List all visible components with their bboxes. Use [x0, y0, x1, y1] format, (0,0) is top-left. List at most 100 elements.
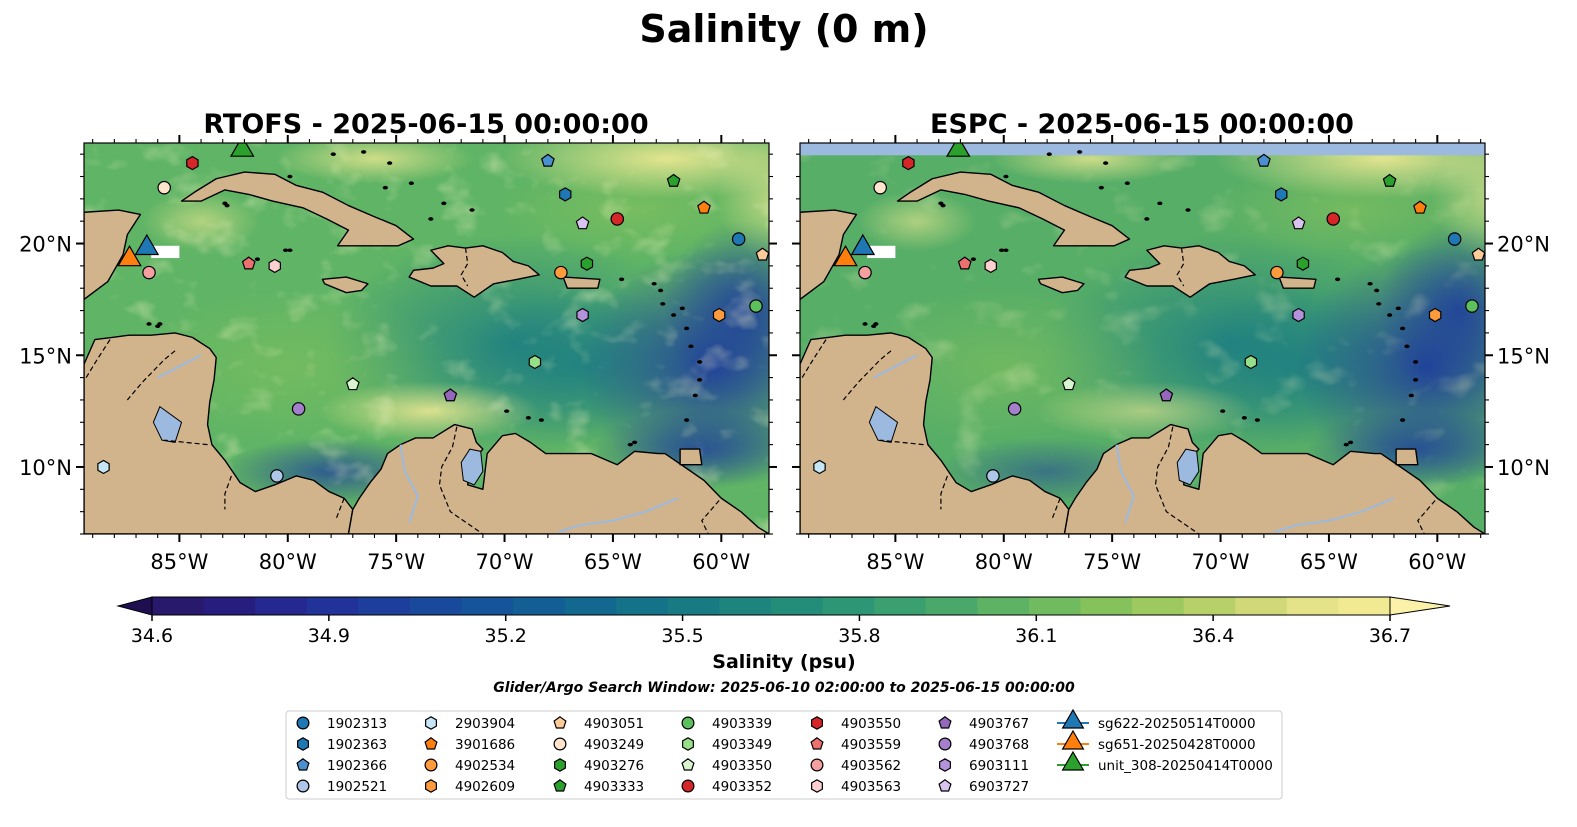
legend-marker-unit_308-20250414T0000: [1061, 750, 1085, 771]
colorbar-swatch: [874, 597, 927, 615]
float-marker-1902521-p1: [986, 469, 1000, 483]
colorbar-swatch: [461, 597, 514, 615]
colorbar-label: Salinity (psu): [712, 651, 855, 673]
map-frame-rtofs: [83, 142, 770, 535]
legend-marker-4903767: [938, 716, 952, 729]
float-marker-4903562-p1: [858, 265, 872, 280]
colorbar: 34.6 34.9 35.2 35.5 35.8 36.1 36.4 36.7: [116, 596, 1451, 647]
lat-tick-label-left: 20°N: [19, 233, 72, 257]
colorbar-swatch: [719, 597, 772, 615]
float-marker-6903727-p1: [1291, 216, 1306, 230]
float-marker-4903249-p0: [157, 180, 171, 195]
float-marker-1902366-p1: [1257, 153, 1271, 167]
float-marker-4903562-p0: [142, 265, 156, 280]
map-area-espc: [800, 143, 1485, 534]
float-marker-4903249-p1: [873, 180, 887, 195]
lon-tick-label-right: 85°W: [866, 550, 924, 574]
legend-marker-6903111: [939, 758, 951, 772]
legend-marker-1902313: [296, 716, 310, 730]
panel-rtofs: RTOFS - 2025-06-15 00:00:00 85°W 80°W 75°W…: [19, 109, 777, 574]
legend-marker-4903352: [681, 779, 695, 793]
colorbar-swatch: [771, 597, 824, 615]
float-marker-1902363-p0: [559, 187, 572, 202]
float-marker-4903768-p1: [1007, 402, 1022, 416]
legend-label-4903339: 4903339: [712, 716, 772, 732]
legend-marker-sg622-20250514T0000: [1061, 708, 1085, 729]
lat-tick-label-left: 15°N: [19, 344, 72, 368]
legend-label-4903051: 4903051: [584, 716, 644, 732]
panel-title-espc: ESPC - 2025-06-15 00:00:00: [930, 109, 1354, 140]
float-marker-4903563-p1: [984, 258, 997, 274]
legend-label-4902609: 4902609: [455, 779, 515, 795]
legend-marker-4903768: [938, 737, 952, 751]
legend-marker-2903904: [425, 716, 437, 730]
colorbar-swatch: [1028, 597, 1082, 615]
lat-tick-label-left: 10°N: [19, 456, 72, 480]
panel-espc: ESPC - 2025-06-15 00:00:00 85°W 80°W 75°W 7…: [792, 109, 1550, 574]
colorbar-swatch: [1338, 597, 1391, 615]
legend-label-unit_308-20250414T0000: unit_308-20250414T0000: [1098, 758, 1273, 774]
float-marker-4903550-p1: [902, 155, 915, 171]
colorbar-swatch: [822, 597, 875, 615]
colorbar-frame: [151, 596, 1391, 616]
float-marker-4903339-p1: [1465, 299, 1479, 313]
legend-marker-4903249: [553, 737, 567, 751]
legend-marker-4902534: [424, 758, 438, 772]
colorbar-swatch: [1132, 597, 1185, 615]
axes-rtofs: 85°W 80°W 75°W 70°W 65°W 60°W 10°N 15°N 20°N: [19, 135, 777, 574]
colorbar-swatch: [513, 597, 566, 615]
markers-rtofs: [97, 143, 769, 483]
legend-frame: [285, 710, 1283, 800]
colorbar-swatch: [1286, 597, 1340, 615]
legend-label-1902313: 1902313: [327, 716, 387, 732]
lon-tick-label-left: 60°W: [692, 550, 750, 574]
glider-marker-unit_308-20250414T0000-p0: [229, 143, 255, 157]
float-marker-4903051-p1: [1471, 247, 1485, 261]
legend-label-4903352: 4903352: [712, 779, 772, 795]
legend-marker-4903563: [811, 779, 823, 793]
float-marker-4902534-p0: [554, 265, 568, 280]
legend-label-4903550: 4903550: [841, 716, 901, 732]
float-marker-6903111-p1: [1292, 307, 1305, 323]
legend-marker-4903349: [682, 737, 694, 751]
legend-label-3901686: 3901686: [455, 737, 515, 753]
colorbar-tick-label: 35.5: [661, 625, 703, 647]
float-marker-4903767-p1: [1159, 388, 1174, 402]
float-marker-4903333-p1: [1382, 173, 1397, 187]
legend-marker-3901686: [424, 737, 438, 750]
legend-marker-4903276: [554, 758, 566, 772]
float-marker-3901686-p1: [1413, 200, 1427, 214]
glider-marker-unit_308-20250414T0000-p1: [945, 143, 971, 157]
colorbar-swatch: [152, 597, 205, 615]
legend-label-6903111: 6903111: [969, 758, 1029, 774]
glider-marker-sg622-20250514T0000-p0: [134, 233, 160, 256]
legend-label-4903559: 4903559: [841, 737, 901, 753]
glider-marker-sg622-20250514T0000-p1: [850, 233, 876, 256]
float-marker-4903349-p1: [1244, 354, 1258, 370]
legend-label-4903562: 4903562: [841, 758, 901, 774]
map-area-rtofs: [84, 143, 769, 534]
float-marker-4903352-p1: [1326, 212, 1341, 226]
colorbar-swatch: [1235, 597, 1288, 615]
legend-marker-4903350: [681, 758, 695, 771]
lon-tick-label-left: 75°W: [367, 550, 425, 574]
land-espc: [800, 150, 1485, 534]
float-marker-4903768-p0: [291, 402, 306, 416]
figure-title: Salinity (0 m): [639, 7, 928, 51]
legend-label-4903768: 4903768: [969, 737, 1029, 753]
lon-tick-label-right: 75°W: [1083, 550, 1141, 574]
lon-tick-label-left: 65°W: [584, 550, 642, 574]
axes-espc: 85°W 80°W 75°W 70°W 65°W 60°W 10°N 15°N 20°N: [792, 135, 1550, 574]
legend-label-6903727: 6903727: [969, 779, 1029, 795]
colorbar-swatch: [358, 597, 411, 615]
panel-title-rtofs: RTOFS - 2025-06-15 00:00:00: [203, 109, 648, 140]
legend-marker-4903550: [811, 716, 823, 730]
legend-marker-1902521: [296, 779, 310, 793]
land-rtofs: [84, 150, 769, 534]
lat-tick-label-right: 20°N: [1497, 233, 1550, 257]
legend-label-4903333: 4903333: [584, 779, 644, 795]
legend: 1902313 1902363 1902366 1902521 2903904 39016…: [285, 708, 1283, 800]
legend-label-4902534: 4902534: [455, 758, 515, 774]
colorbar-swatch: [1183, 597, 1236, 615]
colorbar-swatch: [925, 597, 978, 615]
